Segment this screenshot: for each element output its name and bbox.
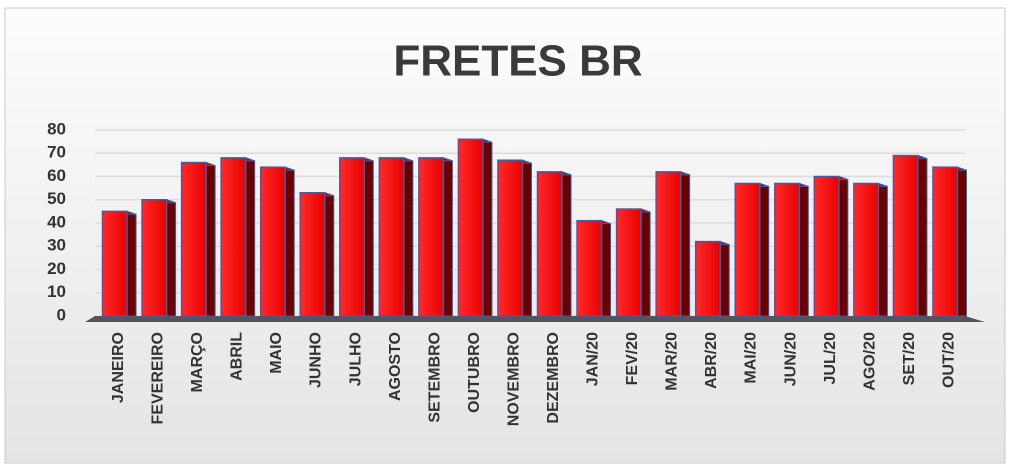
bar: [655, 171, 682, 317]
x-tick-label: MAIO: [268, 332, 285, 374]
y-tick-label: 40: [47, 212, 66, 231]
bar: [576, 219, 603, 317]
chart-title: FRETES BR: [393, 37, 642, 86]
bar: [892, 154, 919, 317]
bar-side: [719, 240, 730, 317]
bar-side: [521, 159, 532, 317]
bar: [932, 166, 959, 317]
x-tick-label: NOVEMBRO: [505, 332, 522, 426]
bar-side: [403, 157, 414, 317]
x-tick-label: JUN/20: [782, 332, 799, 386]
bar: [536, 171, 563, 317]
bar-side: [759, 182, 770, 317]
bar-side: [245, 157, 256, 317]
bar-side: [601, 219, 612, 317]
bar-side: [324, 192, 335, 317]
bar: [378, 157, 405, 317]
bar: [180, 161, 207, 317]
bar-side: [798, 182, 809, 317]
bar-side: [126, 210, 137, 317]
bar: [497, 159, 524, 317]
x-tick-label: MAR/20: [664, 332, 681, 391]
bar-side: [877, 182, 888, 317]
bar-side: [640, 208, 651, 317]
x-tick-label: OUT/20: [940, 332, 957, 388]
x-tick-label: JUNHO: [308, 332, 325, 388]
y-tick-label: 70: [47, 143, 66, 162]
x-tick-label: DEZEMBRO: [545, 332, 562, 424]
bar-side: [956, 166, 967, 317]
bar: [339, 157, 366, 317]
bar: [694, 240, 721, 317]
bar-side: [442, 157, 453, 317]
bar: [853, 182, 880, 317]
x-tick-label: SET/20: [901, 332, 918, 385]
bar: [418, 157, 445, 317]
x-tick-label: AGOSTO: [387, 332, 404, 401]
y-tick-label: 20: [47, 259, 66, 278]
x-tick-label: MARÇO: [189, 332, 206, 392]
x-tick-label: MAI/20: [743, 332, 760, 384]
bar: [734, 182, 761, 317]
bar-side: [680, 171, 691, 317]
y-tick-label: 50: [47, 189, 66, 208]
x-tick-label: JUL/20: [822, 332, 839, 385]
floor: [85, 316, 985, 322]
bar-side: [838, 175, 849, 317]
y-tick-label: 80: [47, 119, 66, 138]
bar-side: [166, 199, 177, 317]
bar-side: [363, 157, 374, 317]
bar: [813, 175, 840, 317]
y-tick-label: 60: [47, 166, 66, 185]
x-tick-label: JULHO: [347, 332, 364, 386]
x-tick-label: JANEIRO: [110, 332, 127, 403]
x-tick-label: FEV/20: [624, 332, 641, 385]
bar: [615, 208, 642, 317]
bar: [259, 166, 286, 317]
y-tick-label: 30: [47, 236, 66, 255]
bar: [101, 210, 128, 317]
bar: [774, 182, 801, 317]
bar: [299, 192, 326, 317]
x-tick-label: FEVEREIRO: [150, 332, 167, 424]
x-tick-label: SETEMBRO: [426, 332, 443, 423]
bar-side: [482, 138, 493, 317]
bar: [220, 157, 247, 317]
x-tick-label: ABRIL: [229, 332, 246, 381]
bar: [141, 199, 168, 317]
y-tick-label: 10: [47, 282, 66, 301]
bar-side: [917, 154, 928, 317]
x-tick-label: ABR/20: [703, 332, 720, 389]
x-tick-label: JAN/20: [585, 332, 602, 386]
x-tick-label: AGO/20: [861, 332, 878, 391]
bar-side: [561, 171, 572, 317]
bar-side: [284, 166, 295, 317]
y-tick-label: 0: [57, 305, 66, 324]
bar: [457, 138, 484, 317]
x-tick-label: OUTUBRO: [466, 332, 483, 413]
bar-side: [205, 161, 216, 317]
